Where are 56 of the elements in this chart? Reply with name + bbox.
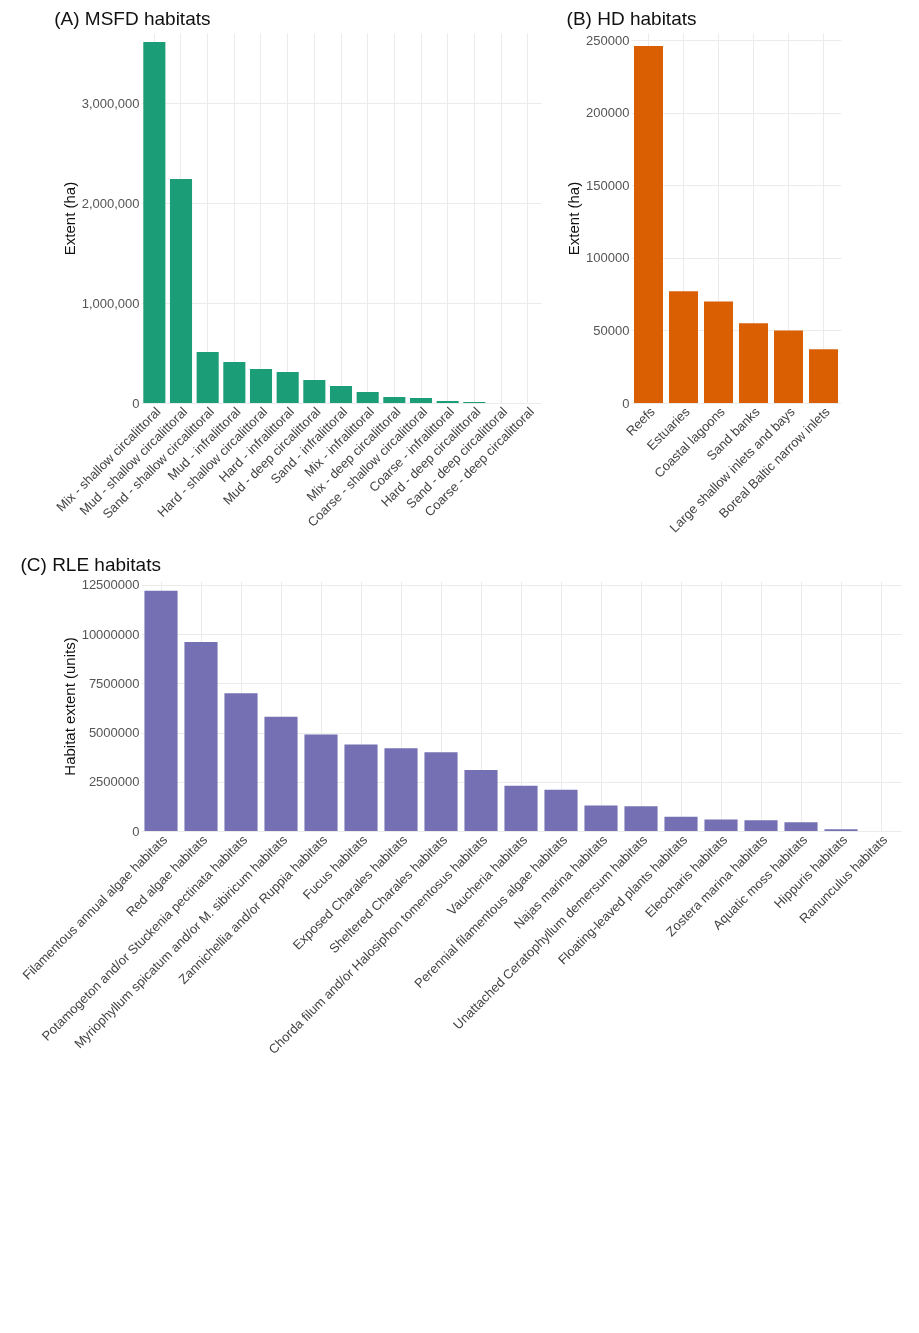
bar — [143, 42, 166, 403]
y-tick-label: 50000 — [593, 322, 630, 338]
y-tick-label: 0 — [132, 823, 140, 839]
bar — [669, 291, 698, 403]
bar — [744, 820, 778, 831]
bar — [424, 752, 458, 831]
bar — [584, 805, 618, 831]
bar — [249, 369, 273, 403]
y-axis-title: Habitat extent (units) — [60, 637, 78, 776]
bar — [356, 392, 379, 403]
y-tick-label: 3,000,000 — [81, 95, 140, 111]
bar — [196, 352, 219, 403]
y-axis-title: Extent (ha) — [60, 181, 78, 256]
bar — [409, 398, 433, 403]
bar — [223, 362, 246, 403]
bar — [344, 744, 378, 831]
bar — [739, 323, 768, 403]
y-tick-label: 0 — [622, 395, 630, 411]
bar — [704, 819, 738, 831]
bar — [704, 301, 733, 403]
bar — [809, 349, 838, 403]
bar — [624, 806, 658, 831]
chart-title: (B) HD habitats — [566, 8, 697, 29]
chart-title: (C) RLE habitats — [20, 553, 161, 575]
bar — [383, 397, 406, 403]
y-tick-label: 2500000 — [88, 774, 140, 790]
bar — [276, 372, 299, 403]
bar — [304, 734, 338, 831]
bar — [464, 769, 498, 831]
y-axis-title: Extent (ha) — [565, 181, 583, 256]
y-tick-label: 100000 — [586, 250, 630, 266]
y-tick-label: 2,000,000 — [81, 195, 140, 211]
chart-title: (A) MSFD habitats — [54, 8, 211, 29]
bar — [664, 816, 698, 831]
bar — [144, 590, 178, 831]
bar — [264, 716, 298, 831]
bar — [224, 693, 258, 831]
y-tick-label: 10000000 — [81, 626, 140, 642]
bar — [384, 748, 418, 831]
bar — [544, 789, 578, 831]
bar — [784, 822, 818, 831]
y-tick-label: 5000000 — [88, 725, 140, 741]
y-tick-label: 200000 — [586, 105, 630, 121]
y-tick-label: 0 — [132, 395, 140, 411]
bar — [504, 785, 538, 831]
y-tick-label: 250000 — [586, 32, 630, 48]
bar — [774, 330, 803, 403]
bar — [634, 46, 663, 403]
bar — [184, 642, 218, 831]
bar — [169, 179, 193, 403]
bar — [303, 380, 326, 403]
bar — [329, 386, 353, 403]
y-tick-label: 7500000 — [88, 675, 140, 691]
y-tick-label: 12500000 — [81, 577, 140, 593]
y-tick-label: 1,000,000 — [81, 295, 140, 311]
y-tick-label: 150000 — [586, 177, 630, 193]
